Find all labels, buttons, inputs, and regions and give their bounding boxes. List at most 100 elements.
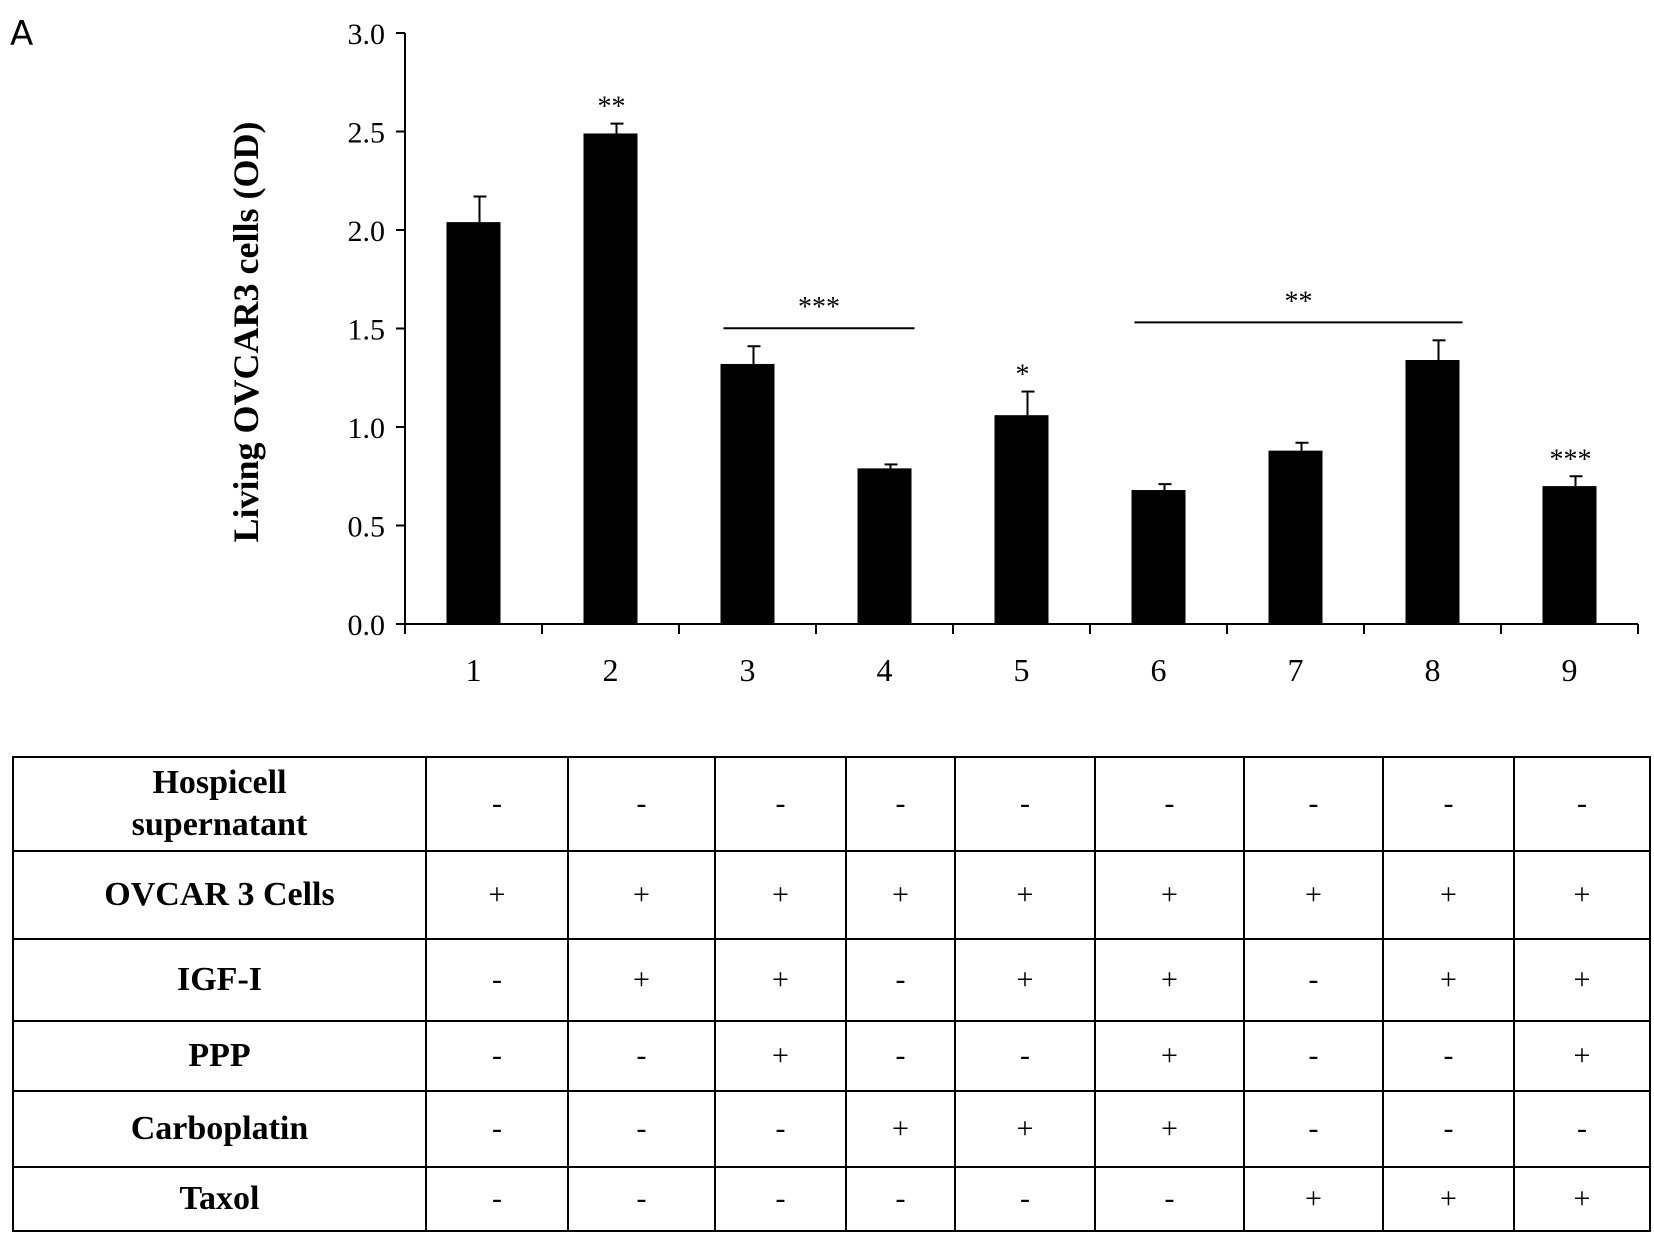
significance-label: *** xyxy=(1550,444,1592,475)
condition-cell: - xyxy=(1243,1020,1384,1092)
significance-annotations: ********* ** xyxy=(598,92,1592,476)
x-tick-label: 7 xyxy=(1288,652,1304,688)
condition-row: OVCAR 3 Cells + + + + + + + + + xyxy=(12,850,1651,940)
significance-label: ** xyxy=(598,92,626,123)
condition-row: PPP - - + - - + - - + xyxy=(12,1020,1651,1092)
condition-cell: + xyxy=(567,938,716,1022)
conditions-table: Hospicell supernatant - - - - - - - - - OVCAR 3 Ce… xyxy=(12,756,1651,1232)
condition-cell: - xyxy=(567,1090,716,1168)
condition-cell: - xyxy=(567,1020,716,1092)
condition-cell: - xyxy=(714,1166,847,1232)
panel-label: A xyxy=(10,14,34,54)
bar xyxy=(994,415,1049,624)
bar xyxy=(1405,360,1460,624)
condition-cell: - xyxy=(954,756,1096,852)
condition-cell: + xyxy=(1382,850,1515,940)
condition-row: Hospicell supernatant - - - - - - - - - xyxy=(12,756,1651,852)
condition-cell: + xyxy=(1382,938,1515,1022)
condition-cell: - xyxy=(1094,756,1245,852)
x-tick-label: 6 xyxy=(1151,652,1167,688)
condition-cell: - xyxy=(425,1090,569,1168)
condition-cell: + xyxy=(567,850,716,940)
condition-cell: - xyxy=(1513,756,1651,852)
condition-cell: - xyxy=(954,1166,1096,1232)
condition-cell: - xyxy=(425,1166,569,1232)
condition-cell: + xyxy=(714,850,847,940)
y-axis: 0.0 0.5 1.0 1.5 2.0 2.5 3.0 xyxy=(348,18,406,642)
bar xyxy=(446,222,501,624)
condition-cell: + xyxy=(1094,938,1245,1022)
bar xyxy=(857,468,912,624)
condition-cell: - xyxy=(567,1166,716,1232)
condition-cell: - xyxy=(1513,1090,1651,1168)
condition-cell: - xyxy=(1382,1020,1515,1092)
condition-cell: - xyxy=(714,756,847,852)
bar xyxy=(1268,450,1323,624)
condition-cell: + xyxy=(1094,1020,1245,1092)
condition-cell: - xyxy=(425,938,569,1022)
x-tick-label: 8 xyxy=(1425,652,1441,688)
condition-cell: - xyxy=(845,938,956,1022)
y-tick-label: 1.5 xyxy=(348,314,386,347)
condition-cell: + xyxy=(1513,1020,1651,1092)
condition-cell: + xyxy=(1094,1090,1245,1168)
condition-row: Taxol - - - - - - + + + xyxy=(12,1166,1651,1232)
condition-cell: - xyxy=(714,1090,847,1168)
bar xyxy=(1131,490,1186,624)
condition-cell: - xyxy=(954,1020,1096,1092)
condition-label: Carboplatin xyxy=(12,1090,427,1168)
y-tick-label: 2.5 xyxy=(348,117,386,150)
condition-cell: + xyxy=(714,1020,847,1092)
condition-cell: + xyxy=(1094,850,1245,940)
bar xyxy=(1542,486,1597,624)
condition-cell: + xyxy=(1382,1166,1515,1232)
bracket-label: ** xyxy=(1285,286,1313,317)
y-tick-label: 2.0 xyxy=(348,215,386,248)
condition-row: IGF-I - + + - + + - + + xyxy=(12,938,1651,1022)
condition-cell: - xyxy=(845,1020,956,1092)
condition-label: Hospicell supernatant xyxy=(12,756,427,852)
condition-label: OVCAR 3 Cells xyxy=(12,850,427,940)
condition-cell: - xyxy=(1243,1090,1384,1168)
condition-cell: - xyxy=(567,756,716,852)
condition-cell: + xyxy=(845,850,956,940)
condition-cell: - xyxy=(1243,938,1384,1022)
condition-cell: - xyxy=(845,756,956,852)
x-axis: 1 2 3 4 5 6 7 8 9 xyxy=(404,623,1639,688)
y-tick-label: 0.0 xyxy=(348,609,386,642)
condition-cell: + xyxy=(1513,1166,1651,1232)
condition-cell: + xyxy=(1243,1166,1384,1232)
condition-cell: + xyxy=(714,938,847,1022)
x-tick-label: 2 xyxy=(603,652,619,688)
condition-cell: - xyxy=(425,1020,569,1092)
condition-cell: + xyxy=(1513,850,1651,940)
condition-cell: + xyxy=(845,1090,956,1168)
condition-cell: + xyxy=(954,938,1096,1022)
condition-label: Taxol xyxy=(12,1166,427,1232)
condition-cell: - xyxy=(1094,1166,1245,1232)
condition-row: Carboplatin - - - + + + - - - xyxy=(12,1090,1651,1168)
condition-cell: - xyxy=(1243,756,1384,852)
bracket-label: *** xyxy=(798,292,840,323)
x-tick-label: 9 xyxy=(1562,652,1578,688)
condition-cell: - xyxy=(1382,756,1515,852)
bar xyxy=(720,363,775,624)
x-tick-label: 5 xyxy=(1014,652,1030,688)
condition-cell: + xyxy=(954,850,1096,940)
significance-label: * xyxy=(1016,360,1030,391)
condition-cell: + xyxy=(425,850,569,940)
y-tick-label: 1.0 xyxy=(348,412,386,445)
x-tick-label: 4 xyxy=(877,652,893,688)
y-tick-label: 0.5 xyxy=(348,511,386,544)
bar xyxy=(583,133,638,624)
x-tick-label: 1 xyxy=(466,652,482,688)
condition-cell: + xyxy=(954,1090,1096,1168)
bars xyxy=(446,122,1597,624)
y-axis-label: Living OVCAR3 cells (OD) xyxy=(226,122,266,543)
condition-cell: + xyxy=(1243,850,1384,940)
x-tick-label: 3 xyxy=(740,652,756,688)
condition-cell: - xyxy=(845,1166,956,1232)
condition-label: PPP xyxy=(12,1020,427,1092)
condition-cell: + xyxy=(1513,938,1651,1022)
